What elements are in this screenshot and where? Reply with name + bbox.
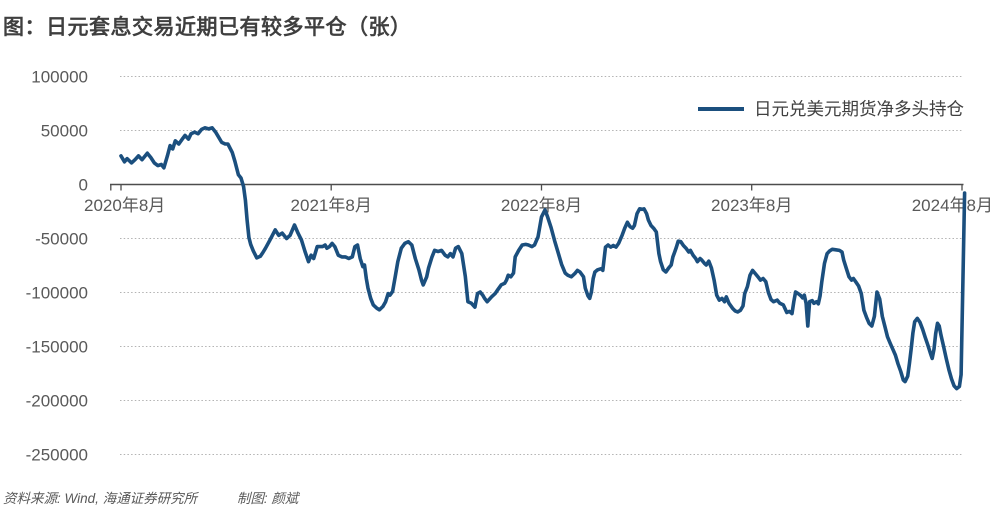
footer: 资料来源: Wind, 海通证券研究所 制图: 颜斌 bbox=[3, 487, 298, 507]
y-axis-tick-label: 0 bbox=[79, 176, 88, 195]
legend-label: 日元兑美元期货净多头持仓 bbox=[754, 99, 964, 119]
x-axis-tick-label: 2023年8月 bbox=[711, 196, 792, 215]
chart-title: 图：日元套息交易近期已有较多平仓（张） bbox=[3, 16, 412, 39]
y-axis-tick-label: -50000 bbox=[35, 230, 88, 249]
y-axis-tick-label: -250000 bbox=[26, 446, 88, 465]
x-axis-tick-label: 2020年8月 bbox=[84, 196, 165, 215]
y-axis-tick-label: 100000 bbox=[31, 68, 88, 87]
x-axis-tick-label: 2022年8月 bbox=[501, 196, 582, 215]
x-axis-tick-label: 2021年8月 bbox=[291, 196, 372, 215]
x-axis-tick-label: 2024年8月 bbox=[912, 196, 993, 215]
y-axis-tick-label: 50000 bbox=[41, 122, 88, 141]
legend-line-swatch bbox=[698, 106, 744, 111]
source-note: 资料来源: Wind, 海通证券研究所 bbox=[3, 491, 198, 506]
credit-note: 制图: 颜斌 bbox=[236, 491, 299, 506]
y-axis-tick-label: -200000 bbox=[26, 392, 88, 411]
legend: 日元兑美元期货净多头持仓 bbox=[698, 96, 964, 121]
y-axis-tick-label: -150000 bbox=[26, 338, 88, 357]
y-axis-tick-label: -100000 bbox=[26, 284, 88, 303]
series-line bbox=[119, 126, 967, 391]
